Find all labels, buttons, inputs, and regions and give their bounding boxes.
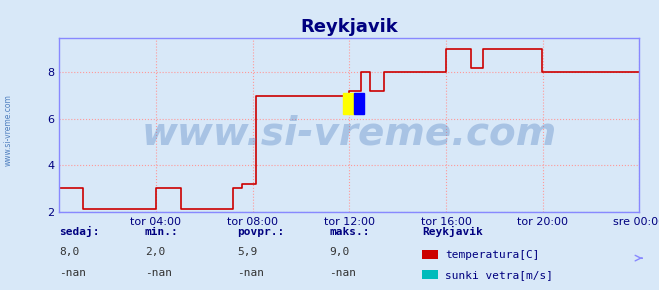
Text: sunki vetra[m/s]: sunki vetra[m/s] [445,271,553,280]
Text: maks.:: maks.: [330,227,370,237]
Text: www.si-vreme.com: www.si-vreme.com [142,114,557,153]
Text: povpr.:: povpr.: [237,227,285,237]
Text: -nan: -nan [237,267,264,278]
Text: 5,9: 5,9 [237,247,258,257]
Text: -nan: -nan [330,267,357,278]
Title: Reykjavik: Reykjavik [301,18,398,36]
Bar [343,93,354,114]
Text: -nan: -nan [59,267,86,278]
Text: -nan: -nan [145,267,172,278]
Text: 2,0: 2,0 [145,247,165,257]
Text: min.:: min.: [145,227,179,237]
Text: sedaj:: sedaj: [59,226,100,237]
Bar [354,93,364,114]
Text: www.si-vreme.com: www.si-vreme.com [3,95,13,166]
Text: 9,0: 9,0 [330,247,350,257]
Text: Reykjavik: Reykjavik [422,226,482,237]
Text: temperatura[C]: temperatura[C] [445,250,539,260]
Text: 8,0: 8,0 [59,247,80,257]
